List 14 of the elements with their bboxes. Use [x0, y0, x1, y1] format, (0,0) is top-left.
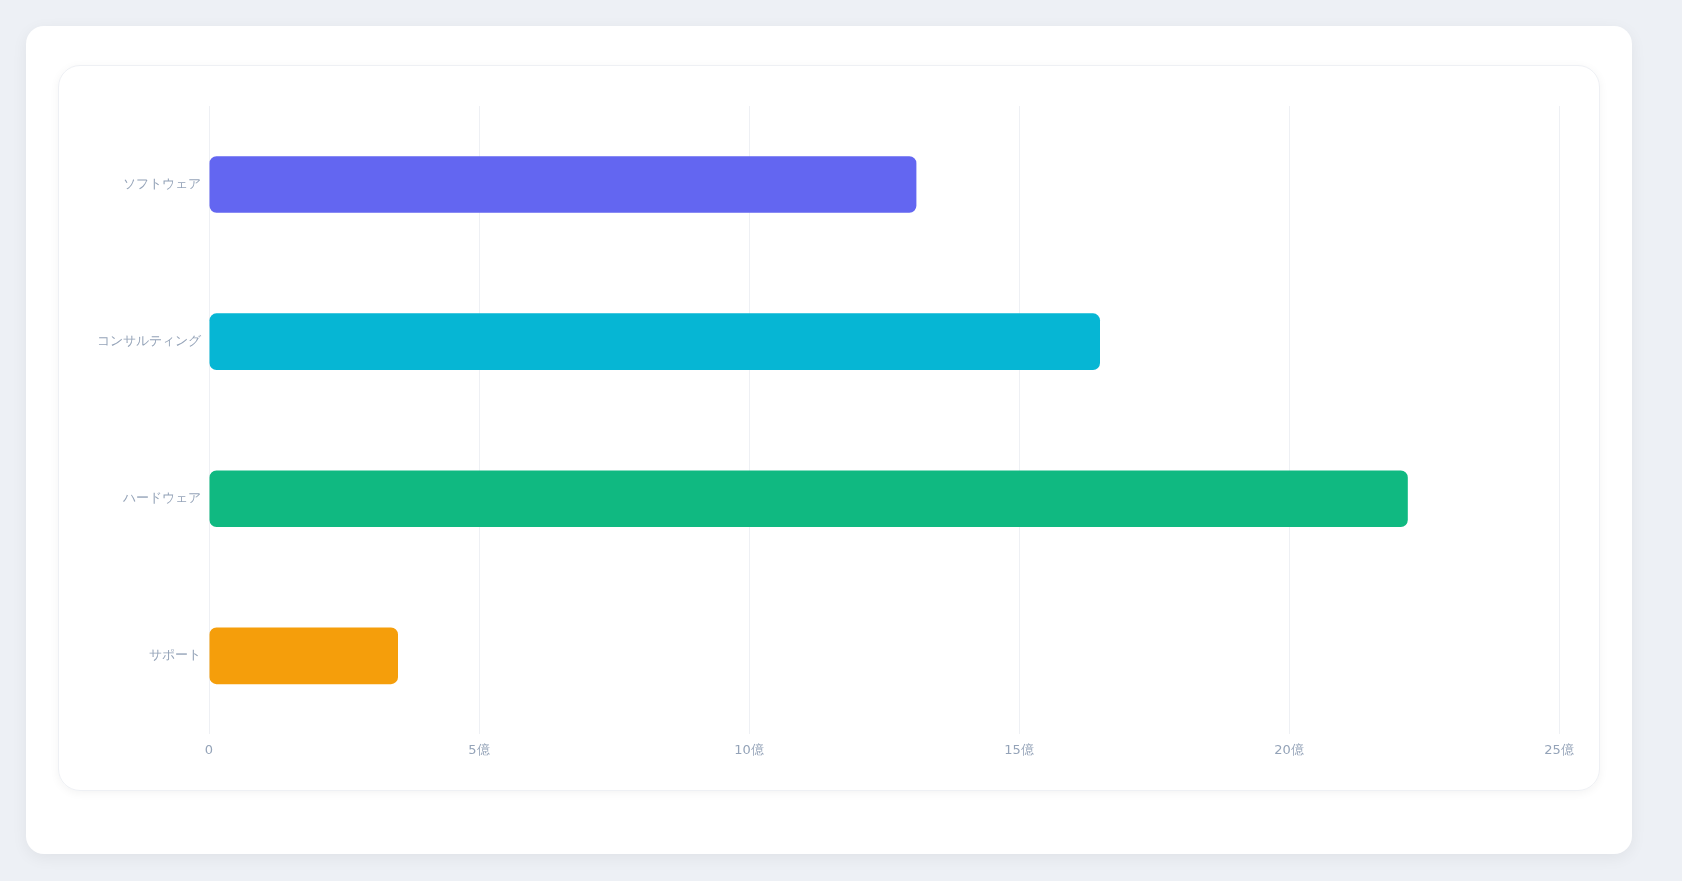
x-tick-label: 25億	[1544, 741, 1574, 757]
x-tick-label: 10億	[734, 741, 764, 757]
y-tick-label: ハードウェア	[122, 490, 201, 506]
x-tick-label: 0	[204, 741, 214, 757]
y-tick-label: コンサルティング	[97, 333, 202, 349]
x-tick-label: 5億	[468, 741, 490, 757]
y-tick-label: ソフトウェア	[123, 175, 201, 191]
bar	[209, 156, 917, 213]
bar	[209, 627, 398, 685]
x-tick-label: 20億	[1274, 741, 1304, 757]
bar	[209, 470, 1408, 528]
bar	[209, 313, 1100, 370]
y-tick-label: サポート	[149, 647, 201, 663]
x-tick-label: 15億	[1004, 741, 1034, 757]
